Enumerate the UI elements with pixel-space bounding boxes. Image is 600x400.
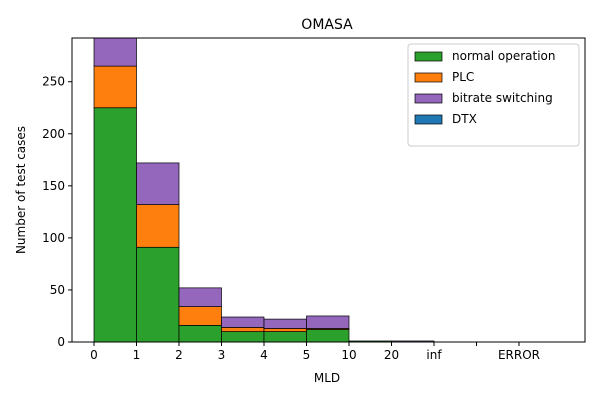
bar-normal-operation-bin-0 [93,107,137,342]
bar-bitrate-switching-bin-0 [93,38,137,67]
x-tick-label: inf [426,348,442,362]
x-tick-label: 2 [175,348,183,362]
y-tick-label: 50 [50,283,65,297]
y-ticks: 0 50 100 150 200 250 [42,75,72,349]
x-ticks: 0 1 2 3 4 5 10 20 inf ERROR [90,342,540,362]
legend-label: normal operation [452,49,555,63]
bar-bitrate-switching-bin-2 [178,287,222,307]
x-tick-label: 3 [218,348,226,362]
bar-normal-operation-bin-4 [263,331,307,342]
bar-bitrate-switching-bin-5 [306,315,350,329]
legend: normal operation PLC bitrate switching DTX [407,43,580,147]
y-tick-label: 250 [42,75,65,89]
bar-normal-operation-bin-5 [306,329,350,342]
x-tick-label: ERROR [498,348,540,362]
bar-PLC-bin-0 [93,65,137,109]
plot-frame [71,37,586,343]
legend-swatch [414,51,443,62]
bar-normal-operation-bin-2 [178,324,222,342]
y-tick-label: 100 [42,231,65,245]
x-tick-label: 5 [303,348,311,362]
x-tick-label: 20 [384,348,399,362]
bar-PLC-bin-2 [178,306,222,326]
bar-normal-operation-bin-1 [136,246,180,342]
y-axis-label: Number of test cases [14,126,28,254]
bar-bitrate-switching-bin-4 [263,318,307,329]
x-tick-label: 1 [133,348,141,362]
legend-swatch [414,93,443,104]
x-tick-label: 10 [341,348,356,362]
bar-normal-operation-bin-3 [221,331,265,342]
y-tick-label: 0 [57,335,65,349]
x-axis-label: MLD [314,371,340,385]
bar-PLC-bin-4 [263,328,307,332]
legend-label: DTX [452,112,477,126]
x-tick-label: 4 [260,348,268,362]
bar-PLC-bin-1 [136,204,180,248]
y-tick-label: 200 [42,127,65,141]
chart-title: OMASA [301,17,353,33]
x-tick-label: 0 [90,348,98,362]
y-tick-label: 150 [42,179,65,193]
legend-swatch [414,114,443,125]
legend-label: bitrate switching [452,91,553,105]
legend-swatch [414,72,443,83]
bar-bitrate-switching-bin-1 [136,162,180,205]
bar-bitrate-switching-bin-3 [221,316,265,328]
bar-PLC-bin-3 [221,327,265,332]
legend-label: PLC [452,70,474,84]
bars [93,38,435,342]
legend-box [407,43,580,147]
